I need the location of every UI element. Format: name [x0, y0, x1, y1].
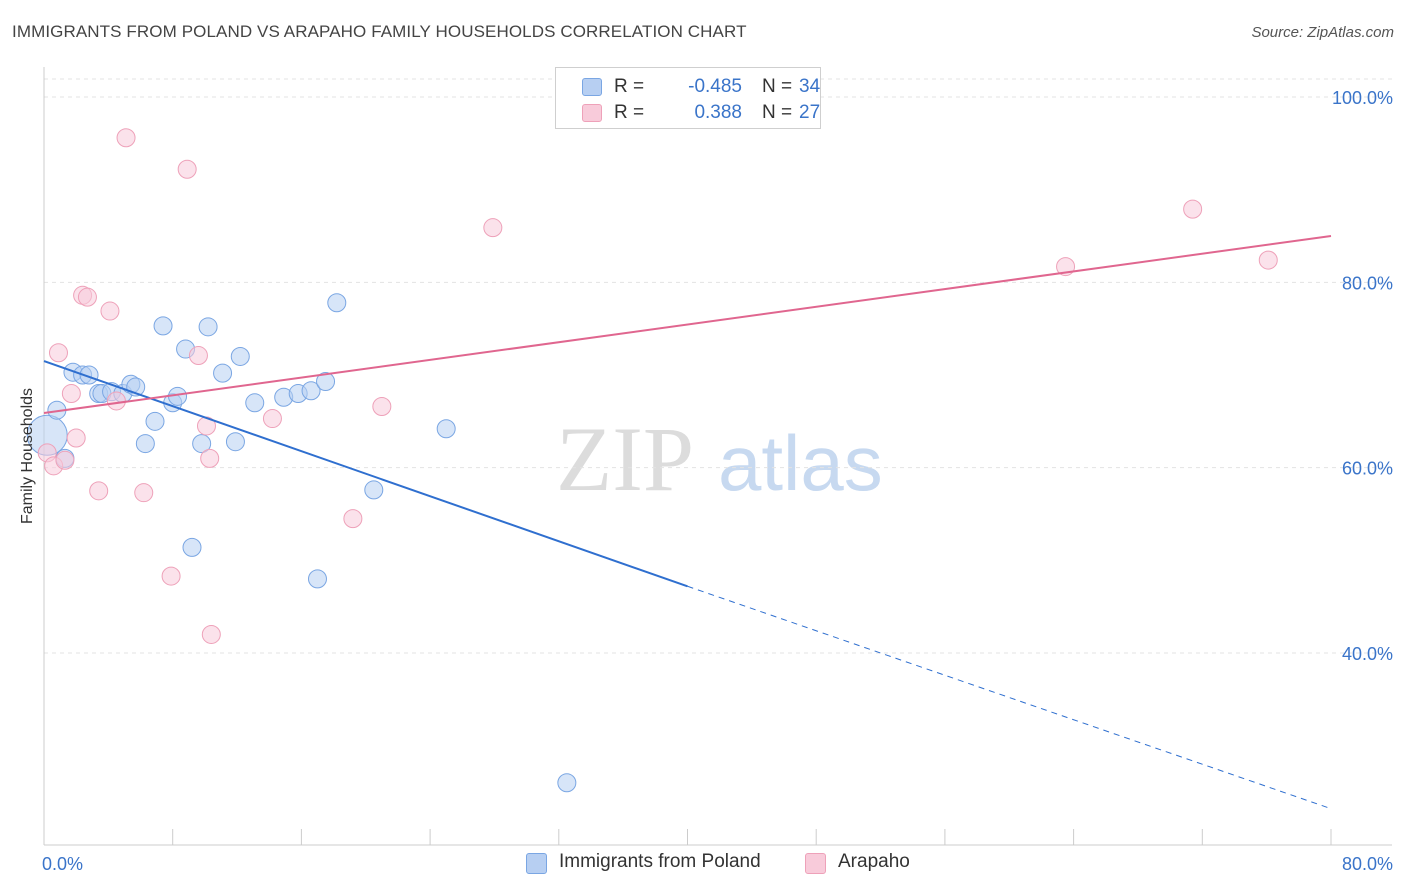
- arapaho-point: [134, 483, 154, 503]
- poland-swatch: [582, 78, 602, 96]
- watermark-atlas: atlas: [718, 419, 883, 507]
- poland-point: [436, 419, 456, 439]
- r-value: 0.388: [694, 102, 742, 123]
- arapaho-point: [372, 397, 392, 417]
- poland-point: [79, 365, 99, 385]
- poland-point: [198, 317, 218, 337]
- poland-legend-swatch: [526, 853, 547, 874]
- source-credit: Source: ZipAtlas.com: [1251, 24, 1394, 41]
- chart-title: IMMIGRANTS FROM POLAND VS ARAPAHO FAMILY…: [12, 22, 747, 41]
- arapaho-point: [161, 566, 181, 586]
- arapaho-point: [61, 384, 81, 404]
- n-value: 27: [799, 102, 821, 123]
- poland-point: [153, 316, 173, 336]
- arapaho-point: [1258, 250, 1278, 270]
- arapaho-point: [55, 450, 75, 470]
- poland-point: [135, 434, 155, 454]
- poland-point: [225, 432, 245, 452]
- arapaho-point: [100, 301, 120, 321]
- poland-point: [145, 411, 165, 431]
- arapaho-point: [66, 428, 86, 448]
- y-tick-label: 60.0%: [1342, 459, 1393, 479]
- n-label: N =: [762, 76, 793, 97]
- x-tick-label-min: 0.0%: [42, 854, 83, 874]
- arapaho-trend-line: [43, 235, 1332, 414]
- arapaho-swatch: [582, 104, 602, 122]
- poland-point: [245, 393, 265, 413]
- x-tick-label-max: 80.0%: [1342, 854, 1393, 874]
- arapaho-point: [343, 509, 363, 529]
- r-label: R =: [614, 76, 645, 97]
- arapaho-point: [77, 287, 97, 307]
- y-tick-label: 100.0%: [1332, 88, 1393, 108]
- r-label: R =: [614, 102, 645, 123]
- arapaho-point: [201, 624, 221, 644]
- poland-point: [557, 773, 577, 793]
- poland-point: [316, 371, 336, 391]
- arapaho-point: [116, 128, 136, 148]
- poland-point: [213, 363, 233, 383]
- y-axis-label: Family Households: [19, 387, 36, 525]
- n-value: 34: [799, 76, 821, 97]
- arapaho-legend-label: Arapaho: [838, 851, 910, 872]
- stats-legend: R = -0.485 N = 34 R = 0.388 N = 27: [555, 67, 821, 129]
- arapaho-point: [177, 159, 197, 179]
- arapaho-point: [89, 481, 109, 501]
- poland-point: [301, 381, 321, 401]
- arapaho-point: [48, 343, 68, 363]
- poland-trend-extension: [687, 585, 1332, 810]
- arapaho-point: [106, 391, 126, 411]
- watermark-zip: ZIP: [556, 408, 694, 510]
- poland-legend-label: Immigrants from Poland: [559, 851, 761, 872]
- arapaho-point: [483, 218, 503, 238]
- y-tick-label: 80.0%: [1342, 273, 1393, 293]
- arapaho-point: [188, 346, 208, 366]
- poland-point: [182, 537, 202, 557]
- arapaho-point: [262, 409, 282, 429]
- n-label: N =: [762, 102, 793, 123]
- poland-point: [230, 346, 250, 366]
- arapaho-point: [200, 448, 220, 468]
- poland-point: [307, 569, 327, 589]
- arapaho-point: [1183, 199, 1203, 219]
- poland-point: [327, 293, 347, 313]
- y-tick-label: 40.0%: [1342, 644, 1393, 664]
- arapaho-legend-swatch: [805, 853, 826, 874]
- r-value: -0.485: [688, 76, 742, 97]
- poland-point: [192, 434, 212, 454]
- poland-point: [364, 480, 384, 500]
